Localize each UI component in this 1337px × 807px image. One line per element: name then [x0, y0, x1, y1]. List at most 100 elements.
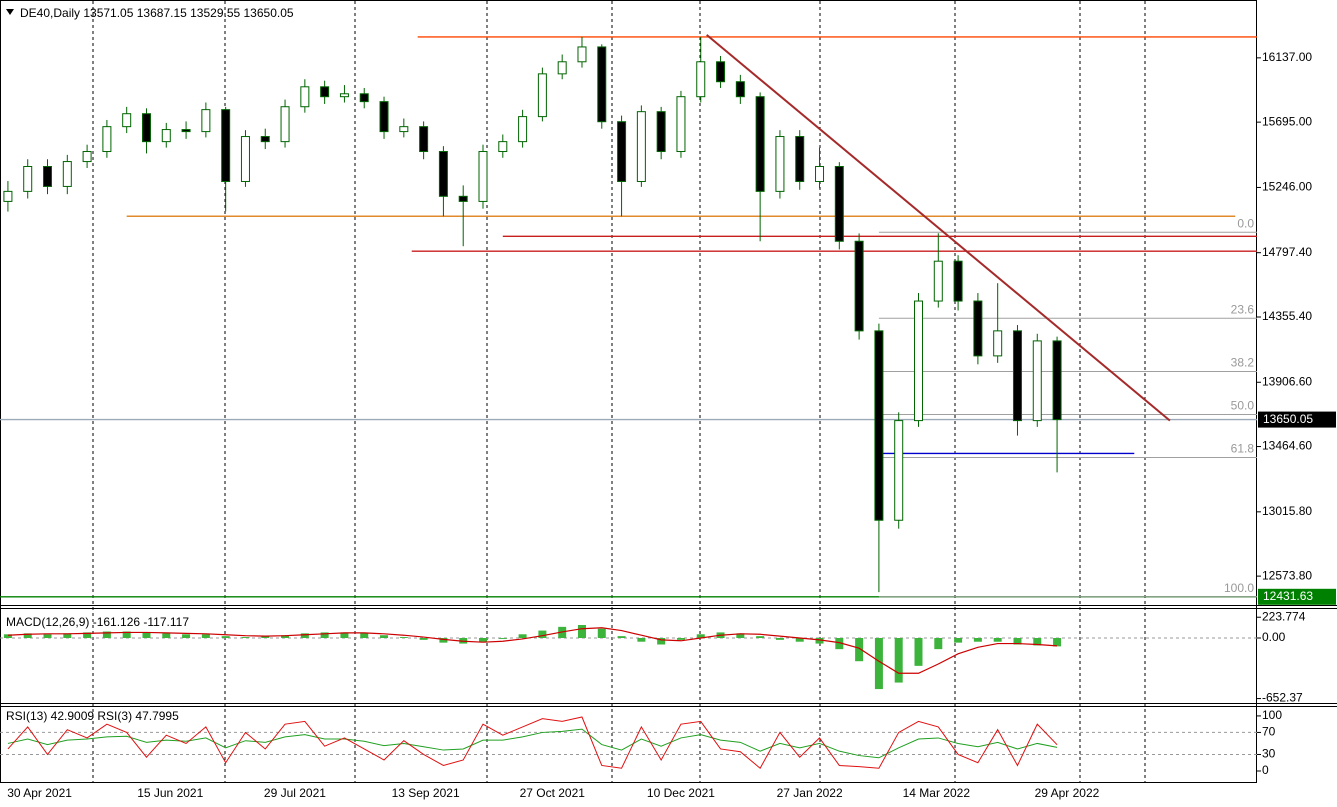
trendline [706, 34, 1171, 422]
panel: 223.774 0.00 -652.37 MACD(12,26,9) -161.126… [0, 609, 1306, 705]
x-tick-label: 15 Jun 2021 [137, 786, 203, 800]
macd-bar [1033, 638, 1042, 646]
macd-bar [241, 637, 250, 638]
macd-bar [380, 635, 389, 638]
panel: 16137.00 15695.00 15246.00 14797.40 14355.40… [0, 6, 1336, 605]
macd-bar [835, 638, 844, 650]
candle-body [1052, 340, 1062, 421]
price-tag [1258, 588, 1336, 605]
rsi-line [7, 728, 1058, 759]
y-tick-label: 30 [1262, 747, 1276, 761]
candle-body [617, 121, 627, 182]
macd-bar [479, 638, 488, 642]
macd-bar [1053, 638, 1062, 647]
macd-bar [894, 638, 903, 683]
candle-body [973, 300, 983, 357]
y-tick-label: 14797.40 [1262, 245, 1312, 259]
macd-bar [439, 638, 448, 643]
candle-body [993, 330, 1003, 357]
candle-body [339, 93, 349, 98]
candle-body [775, 136, 785, 192]
macd-bar [577, 625, 586, 638]
macd-bar [518, 634, 527, 638]
macd-bar [122, 631, 131, 638]
candle-body [953, 260, 963, 302]
macd-bar [696, 634, 705, 638]
candle-body [894, 420, 904, 521]
x-tick-label: 13 Sep 2021 [392, 786, 460, 800]
macd-bar [676, 638, 685, 640]
candle-body [141, 113, 151, 143]
macd-bar [201, 634, 210, 638]
candle-body [23, 166, 33, 192]
y-tick-label: 13464.60 [1262, 439, 1312, 453]
x-tick-label: 27 Oct 2021 [520, 786, 586, 800]
macd-bar [617, 636, 626, 638]
candle-body [577, 46, 587, 63]
panel-title: RSI(13) 42.9009 RSI(3) 47.7995 [6, 709, 179, 723]
y-tick-label: 13015.80 [1262, 504, 1312, 518]
candle-body [62, 161, 72, 187]
macd-bar [23, 633, 32, 638]
macd-bar [340, 632, 349, 638]
candle-body [359, 93, 369, 103]
y-tick-label: 223.774 [1262, 609, 1306, 623]
y-tick-label: 15246.00 [1262, 180, 1312, 194]
candle-body [458, 195, 468, 202]
y-tick-label: 15695.00 [1262, 114, 1312, 128]
candle-body [379, 101, 389, 133]
candle-body [755, 96, 765, 192]
macd-bar [300, 633, 309, 638]
candle-body [636, 111, 646, 182]
signal-line [7, 627, 1058, 674]
candle-body [201, 109, 211, 133]
macd-bar [914, 638, 923, 666]
macd-bar [815, 638, 824, 644]
macd-bar [43, 634, 52, 638]
candle-body [815, 166, 825, 182]
candle-body [735, 81, 745, 98]
macd-bar [855, 638, 864, 662]
macd-bar [83, 632, 92, 638]
fib-label: 0.0 [1237, 216, 1254, 230]
plot-frame [0, 0, 1257, 783]
macd-bar [954, 638, 963, 643]
macd-bar [3, 634, 12, 638]
x-tick-label: 14 Mar 2022 [903, 786, 971, 800]
candle-body [478, 151, 488, 202]
candle-body [498, 141, 508, 153]
candle-body [280, 106, 290, 143]
macd-bar [934, 638, 943, 650]
macd-bar [993, 638, 1002, 642]
vertical-grid [92, 1, 1146, 782]
panel: 100 70 30 0 RSI(13) 42.9009 RSI(3) 47.7995 [0, 708, 1282, 777]
macd-bar [419, 638, 428, 640]
menu-triangle [6, 9, 14, 15]
macd-bar [597, 628, 606, 638]
macd-bar [63, 633, 72, 638]
candle-body [557, 61, 567, 75]
macd-bar [142, 632, 151, 638]
macd-bar [162, 633, 171, 638]
x-tick-label: 29 Jul 2021 [264, 786, 326, 800]
panel-title: DE40,Daily 13571.05 13687.15 13529.55 13… [20, 6, 294, 20]
macd-bar [756, 636, 765, 638]
x-tick-label: 30 Apr 2021 [7, 786, 72, 800]
candle-body [260, 136, 270, 143]
price-tag-label: 13650.05 [1263, 412, 1313, 426]
candle-body [676, 96, 686, 153]
candle-body [914, 300, 924, 422]
x-tick-label: 27 Jan 2022 [777, 786, 843, 800]
macd-bar [399, 637, 408, 638]
candle-body [1032, 340, 1042, 422]
candle-body [300, 86, 310, 108]
panel-title: MACD(12,26,9) -161.126 -117.117 [6, 615, 189, 629]
candle-body [419, 126, 429, 153]
fib-label: 100.0 [1224, 581, 1254, 595]
candle-body [795, 136, 805, 182]
macd-bar [221, 636, 230, 638]
candle-body [82, 151, 92, 163]
fib-label: 23.6 [1231, 302, 1255, 316]
y-tick-label: 0 [1262, 763, 1269, 777]
